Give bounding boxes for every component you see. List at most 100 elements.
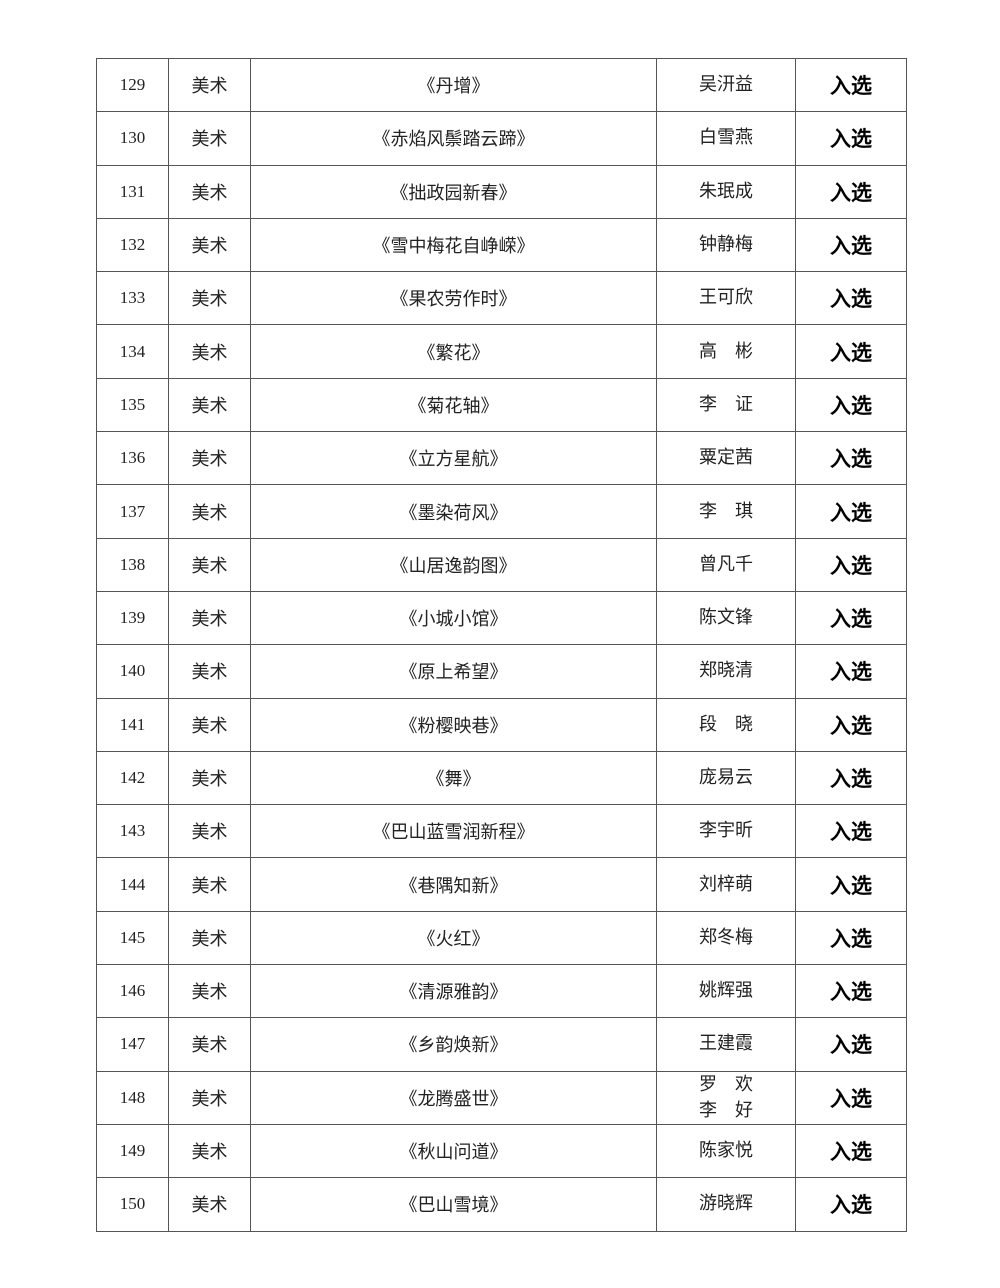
entry-number: 141 bbox=[96, 697, 169, 752]
author-name: 钟静梅 bbox=[699, 234, 753, 256]
work-title-cell: 《山居逸韵图》 bbox=[250, 537, 657, 592]
results-table: 129 美术 《丹增》 吴汧益 入选 130 美术 《赤焰风鬃踏云蹄》 白雪燕 入选 131 美术 《拙… bbox=[96, 57, 907, 1232]
status-cell: 入选 bbox=[795, 164, 907, 219]
work-title-cell: 《菊花轴》 bbox=[250, 377, 657, 433]
status-cell: 入选 bbox=[795, 590, 907, 646]
author-name: 李 琪 bbox=[699, 500, 753, 522]
entry-number: 132 bbox=[96, 217, 169, 273]
author-cell: 段 晓 bbox=[656, 697, 796, 752]
author-cell: 钟静梅 bbox=[656, 217, 796, 273]
category-cell: 美术 bbox=[168, 910, 251, 966]
status-cell: 入选 bbox=[795, 1070, 907, 1125]
author-cell: 曾凡千 bbox=[656, 537, 796, 592]
work-title-cell: 《丹增》 bbox=[250, 57, 657, 113]
table-row: 136 美术 《立方星航》 粟定茜 入选 bbox=[96, 431, 907, 486]
work-title-cell: 《繁花》 bbox=[250, 324, 657, 379]
status-cell: 入选 bbox=[795, 644, 907, 699]
status-cell: 入选 bbox=[795, 1017, 907, 1072]
table-row: 145 美术 《火红》 郑冬梅 入选 bbox=[96, 910, 907, 966]
entry-number: 133 bbox=[96, 271, 169, 326]
entry-number: 145 bbox=[96, 910, 169, 966]
work-title-cell: 《雪中梅花自峥嵘》 bbox=[250, 217, 657, 273]
table-row: 144 美术 《巷隅知新》 刘梓萌 入选 bbox=[96, 857, 907, 912]
entry-number: 142 bbox=[96, 750, 169, 806]
author-cell: 庞易云 bbox=[656, 750, 796, 806]
table-row: 146 美术 《清源雅韵》 姚辉强 入选 bbox=[96, 964, 907, 1019]
author-name: 陈文锋 bbox=[699, 607, 753, 629]
entry-number: 129 bbox=[96, 57, 169, 113]
work-title-cell: 《小城小馆》 bbox=[250, 590, 657, 646]
work-title-cell: 《秋山问道》 bbox=[250, 1123, 657, 1179]
work-title-cell: 《乡韵焕新》 bbox=[250, 1017, 657, 1072]
entry-number: 148 bbox=[96, 1070, 169, 1125]
author-name: 李 证 bbox=[699, 393, 753, 415]
status-cell: 入选 bbox=[795, 57, 907, 113]
status-cell: 入选 bbox=[795, 857, 907, 912]
category-cell: 美术 bbox=[168, 217, 251, 273]
work-title-cell: 《巴山雪境》 bbox=[250, 1177, 657, 1232]
table-row: 147 美术 《乡韵焕新》 王建霞 入选 bbox=[96, 1017, 907, 1072]
table-row: 137 美术 《墨染荷风》 李 琪 入选 bbox=[96, 484, 907, 539]
author-cell: 白雪燕 bbox=[656, 111, 796, 166]
author-cell: 郑冬梅 bbox=[656, 910, 796, 966]
table-row: 141 美术 《粉樱映巷》 段 晓 入选 bbox=[96, 697, 907, 752]
status-cell: 入选 bbox=[795, 324, 907, 379]
work-title-cell: 《立方星航》 bbox=[250, 431, 657, 486]
author-name: 陈家悦 bbox=[699, 1140, 753, 1162]
author-name: 庞易云 bbox=[699, 767, 753, 788]
category-cell: 美术 bbox=[168, 484, 251, 539]
status-cell: 入选 bbox=[795, 750, 907, 806]
table-row: 142 美术 《舞》 庞易云 入选 bbox=[96, 750, 907, 806]
work-title-cell: 《墨染荷风》 bbox=[250, 484, 657, 539]
table-row: 143 美术 《巴山蓝雪润新程》 李宇昕 入选 bbox=[96, 804, 907, 859]
category-cell: 美术 bbox=[168, 57, 251, 113]
author-name: 白雪燕 bbox=[699, 127, 753, 149]
work-title-cell: 《拙政园新春》 bbox=[250, 164, 657, 219]
status-cell: 入选 bbox=[795, 697, 907, 752]
status-cell: 入选 bbox=[795, 1123, 907, 1179]
entry-number: 130 bbox=[96, 111, 169, 166]
author-cell: 朱珉成 bbox=[656, 164, 796, 219]
author-cell: 陈文锋 bbox=[656, 590, 796, 646]
author-cell: 李 证 bbox=[656, 377, 796, 433]
table-row: 138 美术 《山居逸韵图》 曾凡千 入选 bbox=[96, 537, 907, 592]
category-cell: 美术 bbox=[168, 1123, 251, 1179]
table-row: 149 美术 《秋山问道》 陈家悦 入选 bbox=[96, 1123, 907, 1179]
status-cell: 入选 bbox=[795, 484, 907, 539]
entry-number: 150 bbox=[96, 1177, 169, 1232]
author-cell: 郑晓清 bbox=[656, 644, 796, 699]
status-cell: 入选 bbox=[795, 217, 907, 273]
status-cell: 入选 bbox=[795, 964, 907, 1019]
author-name: 粟定茜 bbox=[699, 447, 753, 469]
entry-number: 136 bbox=[96, 431, 169, 486]
author-cell: 王可欣 bbox=[656, 271, 796, 326]
category-cell: 美术 bbox=[168, 1070, 251, 1125]
author-name: 段 晓 bbox=[699, 713, 753, 735]
author-name: 姚辉强 bbox=[699, 980, 753, 1002]
table-row: 140 美术 《原上希望》 郑晓清 入选 bbox=[96, 644, 907, 699]
category-cell: 美术 bbox=[168, 697, 251, 752]
category-cell: 美术 bbox=[168, 750, 251, 806]
category-cell: 美术 bbox=[168, 271, 251, 326]
category-cell: 美术 bbox=[168, 1017, 251, 1072]
category-cell: 美术 bbox=[168, 964, 251, 1019]
results-table-body: 129 美术 《丹增》 吴汧益 入选 130 美术 《赤焰风鬃踏云蹄》 白雪燕 入选 131 美术 《拙… bbox=[96, 57, 907, 1232]
entry-number: 139 bbox=[96, 590, 169, 646]
author-name: 朱珉成 bbox=[699, 180, 753, 202]
category-cell: 美术 bbox=[168, 857, 251, 912]
entry-number: 146 bbox=[96, 964, 169, 1019]
entry-number: 149 bbox=[96, 1123, 169, 1179]
author-name: 郑冬梅 bbox=[699, 926, 753, 948]
author-name: 李宇昕 bbox=[699, 820, 753, 842]
work-title-cell: 《原上希望》 bbox=[250, 644, 657, 699]
work-title-cell: 《果农劳作时》 bbox=[250, 271, 657, 326]
author-cell: 吴汧益 bbox=[656, 57, 796, 113]
table-row: 135 美术 《菊花轴》 李 证 入选 bbox=[96, 377, 907, 433]
category-cell: 美术 bbox=[168, 1177, 251, 1232]
author-cell: 高 彬 bbox=[656, 324, 796, 379]
category-cell: 美术 bbox=[168, 590, 251, 646]
category-cell: 美术 bbox=[168, 804, 251, 859]
entry-number: 138 bbox=[96, 537, 169, 592]
table-row: 133 美术 《果农劳作时》 王可欣 入选 bbox=[96, 271, 907, 326]
work-title-cell: 《粉樱映巷》 bbox=[250, 697, 657, 752]
